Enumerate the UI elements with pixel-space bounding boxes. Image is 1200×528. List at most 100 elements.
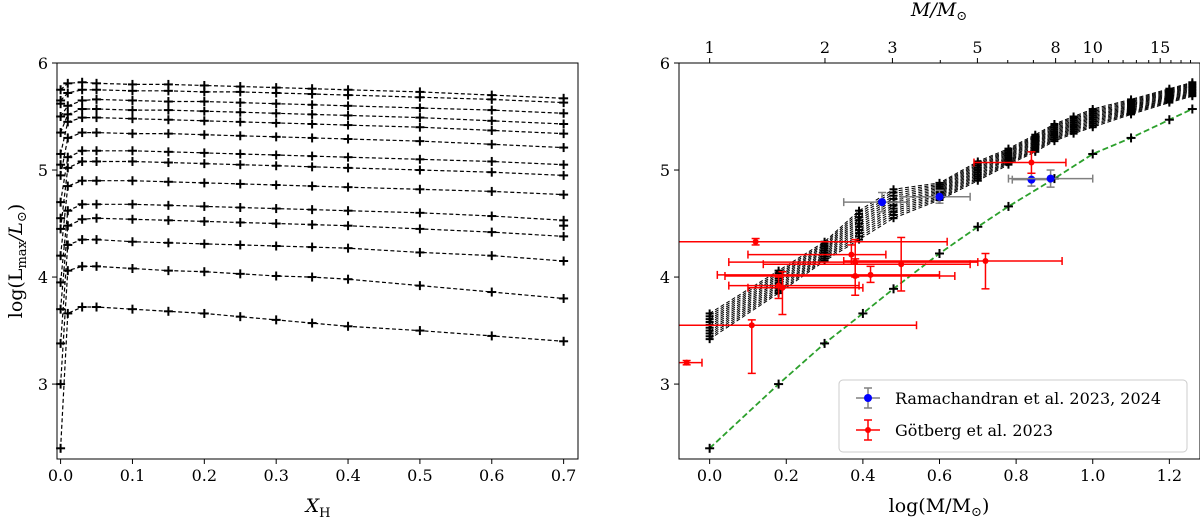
left-track-3-point-13 [559,231,569,241]
left-track-9-point-10 [343,120,353,130]
left-track-4-point-1 [63,206,73,216]
left-track-1-point-10 [343,274,353,284]
left-track-0-point-12 [487,331,497,341]
left-track-5-point-8 [271,180,281,190]
right-green-point-5 [935,249,944,259]
left-track-9-point-11 [415,122,425,132]
left-track-11-point-13 [559,108,569,118]
left-track-8-point-10 [343,134,353,144]
left-track-0-point-6 [199,308,209,318]
left-track-2-point-3 [92,235,102,245]
left-track-0-point-13 [559,336,569,346]
left-track-1-point-13 [559,293,569,303]
left-track-4-point-8 [271,204,281,214]
left-track-markers [56,77,569,453]
left-track-13-point-13 [559,93,569,103]
left-track-6-point-6 [199,159,209,169]
right-top-ticks: 1 2 3 5 8 10 15 [705,38,1192,63]
left-track-11-point-0 [56,112,66,122]
left-track-6-point-9 [307,162,317,172]
left-track-6-point-8 [271,161,281,171]
left-track-5-point-7 [235,179,245,189]
right-x-axis-label-close: ) [982,495,989,517]
legend-ramachandran-marker [856,387,880,409]
left-track-6-point-7 [235,160,245,170]
left-track-12-point-1 [63,88,73,98]
right-track-column-0-point-9 [705,309,714,318]
obs-1-point-1 [679,319,918,375]
left-track-2-point-0 [56,338,66,348]
right-x-tick-label-1: 0.2 [774,466,799,485]
legend-gotberg-marker [856,419,880,441]
left-track-10-point-8 [271,108,281,118]
obs-1-point-6 [728,238,979,278]
left-track-3-point-8 [271,219,281,229]
left-track-1-point-7 [235,269,245,279]
left-x-axis-label: XH [304,495,331,521]
left-track-10-point-9 [307,109,317,119]
left-track-5-point-6 [199,178,209,188]
left-track-8-point-8 [271,132,281,142]
left-track-line-2 [60,239,564,344]
left-track-10-point-5 [163,105,173,115]
left-track-7-point-12 [487,156,497,166]
right-track-column-14-point-9 [1188,78,1197,87]
right-green-point-1 [774,379,784,389]
left-x-ticks: 0.0 0.1 0.2 0.3 0.4 0.5 0.6 0.7 [48,459,576,485]
legend: Ramachandran et al. 2023, 2024 Götberg e… [838,379,1188,453]
right-x-tick-label-4: 0.8 [1003,466,1028,485]
left-track-8-point-9 [307,133,317,143]
right-panel: 0.0 0.2 0.4 0.6 0.8 1.0 1.2 3 4 5 6 1 2 3 5 8 10 15 log… [660,0,1200,520]
left-track-line-4 [60,203,564,283]
left-track-9-point-5 [163,115,173,125]
left-track-13-point-0 [56,85,66,95]
left-x-tick-label-4: 0.4 [335,466,360,485]
left-x-tick-label-7: 0.7 [551,466,576,485]
left-track-9-point-8 [271,118,281,128]
right-x-tick-label-6: 1.2 [1157,466,1182,485]
left-track-11-point-5 [163,97,173,107]
left-track-line-0 [60,306,564,449]
left-x-tick-label-2: 0.2 [192,466,217,485]
left-track-5-point-0 [56,251,66,261]
left-track-2-point-5 [163,238,173,248]
right-green-point-4 [889,284,899,294]
left-track-11-point-1 [63,101,73,111]
left-y-tick-label-2: 5 [38,161,48,180]
legend-ramachandran-label: Ramachandran et al. 2023, 2024 [895,389,1161,408]
left-track-7-point-10 [343,152,353,162]
right-track-column-12-point-9 [1127,95,1136,104]
left-track-1-point-11 [415,281,425,291]
left-track-2-point-9 [307,242,317,252]
left-track-4-point-4 [127,199,137,209]
right-top-tick-label-5: 10 [1083,38,1103,57]
left-track-6-point-0 [56,224,66,234]
left-track-3-point-4 [127,214,137,224]
left-track-7-point-2 [77,146,87,156]
left-track-10-point-1 [63,109,73,119]
right-y-tick-label-1: 4 [660,268,670,287]
left-track-7-point-13 [559,160,569,170]
right-green-point-7 [1003,201,1013,211]
left-track-8-point-1 [63,133,73,143]
right-green-point-9 [1088,149,1098,159]
left-track-7-point-7 [235,149,245,159]
left-track-8-point-0 [56,170,66,180]
left-track-1-point-8 [271,271,281,281]
left-track-7-point-0 [56,197,66,207]
left-track-11-point-12 [487,105,497,115]
left-track-6-point-11 [415,165,425,175]
left-track-11-point-4 [127,95,137,105]
left-track-5-point-11 [415,184,425,194]
left-track-9-point-7 [235,117,245,127]
left-track-1-point-9 [307,272,317,282]
left-track-9-point-6 [199,116,209,126]
left-track-4-point-10 [343,206,353,216]
left-panel: 0.0 0.1 0.2 0.3 0.4 0.5 0.6 0.7 3 4 5 6 XH log(Lma… [5,54,579,521]
left-x-axis-label-main: X [304,495,321,517]
left-track-0-point-1 [63,308,73,318]
left-track-2-point-11 [415,247,425,257]
left-track-11-point-2 [77,95,87,105]
right-track-column-5-point-9 [935,178,944,187]
left-plot-frame [56,62,579,460]
